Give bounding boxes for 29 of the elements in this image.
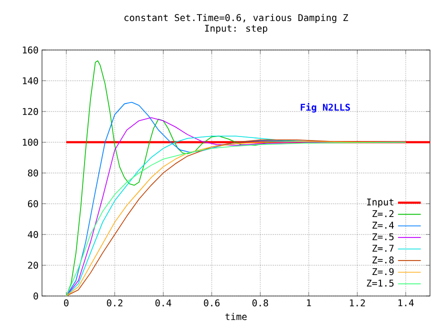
x-tick-label: 0.2 <box>106 299 122 306</box>
annotation: Fig N2LLS <box>300 103 350 113</box>
x-tick-label: 0.8 <box>252 299 268 306</box>
y-tick-label: 40 <box>28 230 38 238</box>
legend-label: Z=.8 <box>372 256 394 264</box>
y-tick-label: 120 <box>22 108 38 116</box>
legend-label: Z=.2 <box>372 210 394 218</box>
y-tick-label: 20 <box>28 262 38 269</box>
chart-subtitle: Input: step <box>205 24 268 34</box>
x-tick-label: 1 <box>307 299 311 306</box>
y-tick-label: 60 <box>28 200 38 208</box>
y-tick-label: 100 <box>22 138 38 146</box>
x-tick-label: 1.2 <box>350 299 365 306</box>
x-tick-label: 1.4 <box>398 299 414 306</box>
y-tick-label: 0 <box>34 292 38 300</box>
y-tick-label: 160 <box>22 46 38 54</box>
legend-label: Z=.9 <box>372 268 394 276</box>
x-tick-label: 0.4 <box>155 299 172 306</box>
chart-title: constant Set.Time=0.6, various Damping Z <box>124 14 348 24</box>
x-axis-title: time <box>225 312 247 320</box>
x-tick-label: 0.6 <box>204 299 220 306</box>
legend-label: Input <box>367 198 394 208</box>
y-tick-label: 140 <box>22 77 38 84</box>
legend-label: Z=1.5 <box>366 280 394 287</box>
y-tick-label: 80 <box>28 169 38 177</box>
legend-label: Z=.7 <box>372 244 394 252</box>
legend-label: Z=.4 <box>372 222 394 229</box>
legend-label: Z=.5 <box>372 233 394 240</box>
x-tick-label: 0 <box>64 299 68 306</box>
